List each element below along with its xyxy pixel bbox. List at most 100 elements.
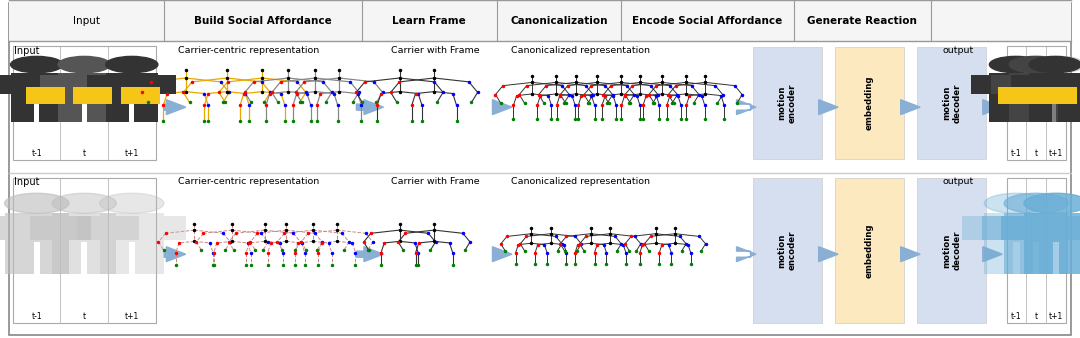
FancyBboxPatch shape	[40, 242, 69, 274]
FancyBboxPatch shape	[13, 178, 156, 323]
FancyBboxPatch shape	[1024, 213, 1080, 242]
Text: Generate Reaction: Generate Reaction	[808, 16, 917, 26]
Polygon shape	[492, 100, 512, 115]
Circle shape	[1029, 56, 1080, 73]
FancyBboxPatch shape	[1032, 73, 1080, 96]
FancyBboxPatch shape	[0, 75, 11, 95]
Polygon shape	[819, 247, 838, 262]
FancyBboxPatch shape	[11, 73, 63, 96]
Text: t-1: t-1	[31, 312, 42, 321]
FancyBboxPatch shape	[1024, 242, 1053, 274]
Text: t+1: t+1	[1049, 312, 1063, 321]
Text: Learn Frame: Learn Frame	[392, 16, 467, 26]
FancyBboxPatch shape	[1020, 242, 1049, 274]
FancyBboxPatch shape	[1007, 178, 1066, 323]
FancyBboxPatch shape	[1029, 73, 1080, 96]
Polygon shape	[356, 100, 383, 115]
Circle shape	[994, 56, 1045, 73]
FancyBboxPatch shape	[1039, 242, 1068, 274]
FancyBboxPatch shape	[753, 178, 822, 323]
Circle shape	[99, 193, 164, 213]
FancyBboxPatch shape	[52, 242, 81, 274]
Text: t-1: t-1	[1011, 148, 1022, 158]
FancyBboxPatch shape	[4, 213, 69, 242]
Text: Canonicalization: Canonicalization	[510, 16, 608, 26]
FancyBboxPatch shape	[1011, 75, 1029, 95]
Text: Canonicalized representation: Canonicalized representation	[511, 46, 650, 55]
FancyBboxPatch shape	[1032, 96, 1056, 122]
FancyBboxPatch shape	[1062, 96, 1080, 122]
Polygon shape	[164, 247, 186, 262]
Text: motion
encoder: motion encoder	[778, 231, 797, 270]
FancyBboxPatch shape	[158, 75, 176, 95]
FancyBboxPatch shape	[835, 47, 904, 159]
Text: t: t	[1035, 148, 1038, 158]
FancyBboxPatch shape	[86, 96, 110, 122]
FancyBboxPatch shape	[1009, 96, 1032, 122]
FancyBboxPatch shape	[117, 216, 139, 240]
Circle shape	[58, 56, 110, 73]
Text: Carrier-centric representation: Carrier-centric representation	[178, 46, 320, 55]
FancyBboxPatch shape	[73, 88, 112, 104]
FancyBboxPatch shape	[13, 46, 156, 160]
FancyBboxPatch shape	[1065, 75, 1080, 95]
Text: motion
encoder: motion encoder	[778, 83, 797, 123]
FancyBboxPatch shape	[87, 75, 106, 95]
Polygon shape	[983, 100, 1002, 115]
FancyBboxPatch shape	[984, 213, 1049, 242]
Text: t: t	[83, 148, 85, 158]
Text: Input: Input	[73, 16, 100, 26]
Text: t: t	[83, 312, 85, 321]
FancyBboxPatch shape	[106, 96, 130, 122]
FancyBboxPatch shape	[106, 73, 158, 96]
FancyBboxPatch shape	[26, 88, 65, 104]
FancyBboxPatch shape	[121, 88, 160, 104]
FancyBboxPatch shape	[1007, 46, 1066, 160]
FancyBboxPatch shape	[1062, 75, 1080, 95]
FancyBboxPatch shape	[1041, 75, 1059, 95]
Text: Carrier-centric representation: Carrier-centric representation	[178, 177, 320, 187]
Polygon shape	[901, 100, 920, 115]
Text: Input: Input	[14, 46, 40, 56]
Circle shape	[106, 56, 158, 73]
FancyBboxPatch shape	[29, 216, 52, 240]
FancyBboxPatch shape	[1004, 242, 1034, 274]
Text: motion
decoder: motion decoder	[942, 231, 961, 270]
FancyBboxPatch shape	[835, 178, 904, 323]
Circle shape	[1013, 56, 1065, 73]
Circle shape	[52, 193, 117, 213]
FancyBboxPatch shape	[1022, 96, 1045, 122]
Text: t+1: t+1	[124, 312, 139, 321]
FancyBboxPatch shape	[1004, 213, 1068, 242]
Text: motion
decoder: motion decoder	[942, 83, 961, 123]
FancyBboxPatch shape	[58, 73, 110, 96]
FancyBboxPatch shape	[975, 75, 994, 95]
FancyBboxPatch shape	[989, 73, 1041, 96]
Text: t-1: t-1	[31, 148, 42, 158]
Text: Input: Input	[14, 177, 40, 188]
Polygon shape	[983, 247, 1002, 262]
FancyBboxPatch shape	[0, 216, 4, 240]
Text: t+1: t+1	[124, 148, 139, 158]
FancyBboxPatch shape	[984, 242, 1013, 274]
Text: t-1: t-1	[1011, 312, 1022, 321]
FancyBboxPatch shape	[58, 96, 82, 122]
Text: embedding: embedding	[865, 223, 874, 278]
Polygon shape	[737, 247, 756, 262]
Polygon shape	[901, 247, 920, 262]
FancyBboxPatch shape	[1014, 75, 1032, 95]
Text: Carrier with Frame: Carrier with Frame	[391, 46, 480, 55]
FancyBboxPatch shape	[917, 178, 986, 323]
Text: t: t	[1035, 312, 1038, 321]
Polygon shape	[737, 100, 756, 115]
FancyBboxPatch shape	[164, 216, 187, 240]
FancyBboxPatch shape	[1068, 216, 1080, 240]
FancyBboxPatch shape	[1049, 216, 1071, 240]
Text: embedding: embedding	[865, 76, 874, 130]
FancyBboxPatch shape	[77, 216, 99, 240]
FancyBboxPatch shape	[989, 96, 1013, 122]
Circle shape	[4, 193, 69, 213]
Polygon shape	[492, 247, 512, 262]
Circle shape	[1009, 56, 1062, 73]
Text: output: output	[943, 46, 974, 55]
